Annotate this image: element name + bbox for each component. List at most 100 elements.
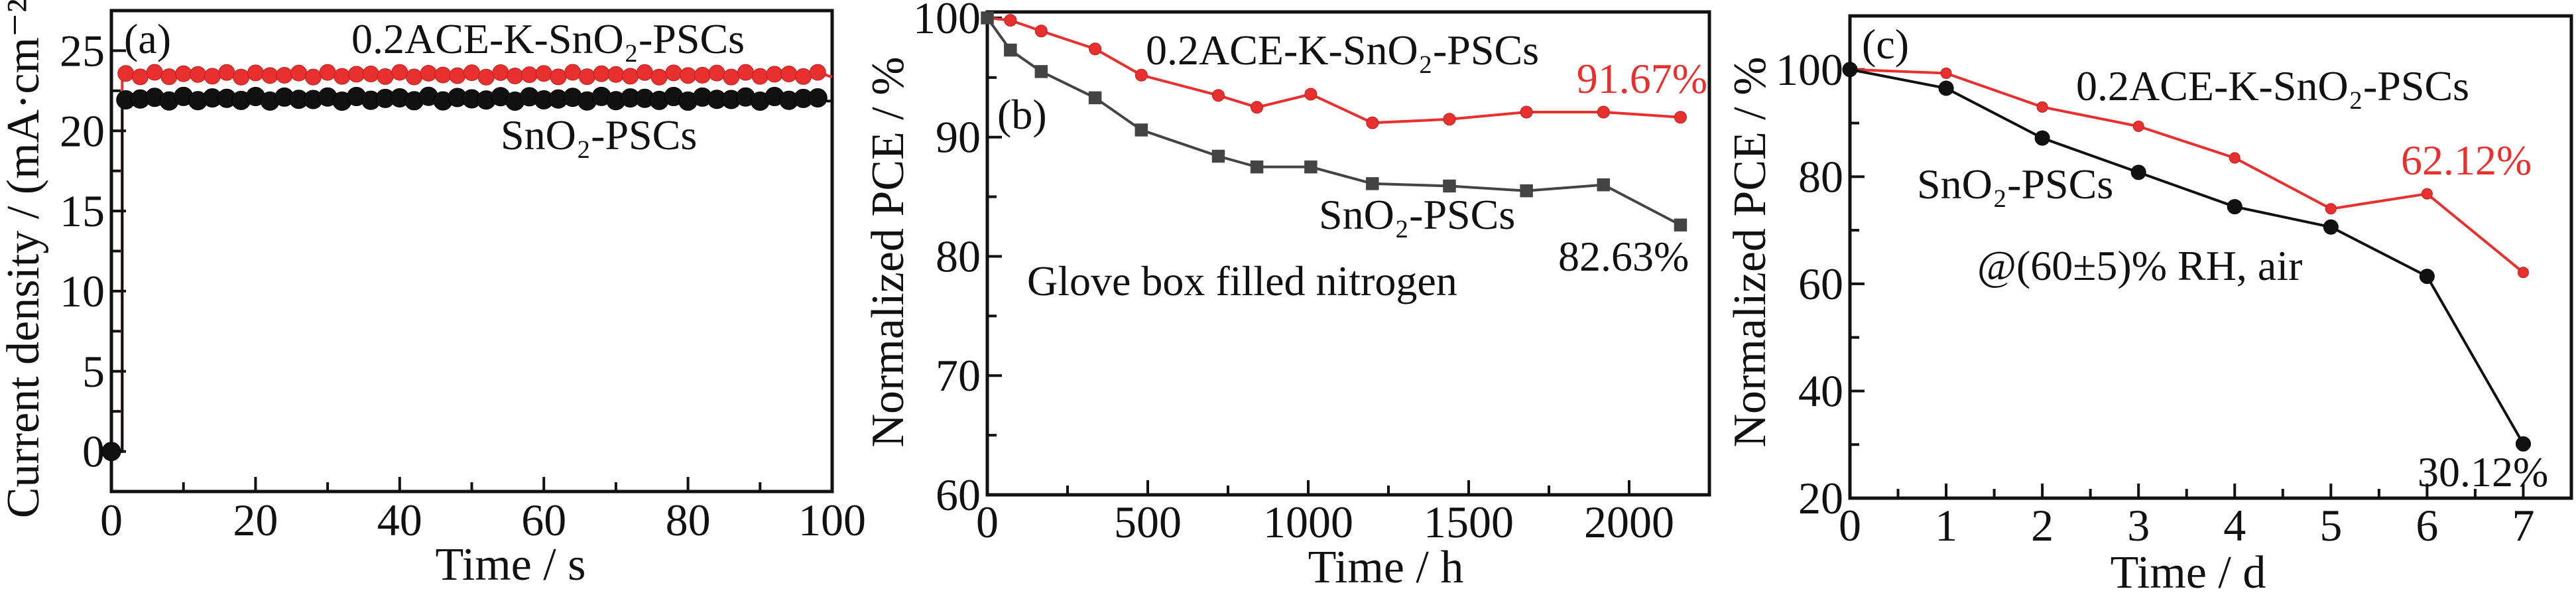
panel-a-red-series-marker bbox=[131, 68, 149, 86]
panel-c-black-series-line bbox=[1849, 68, 2525, 445]
panel-c-red-series-marker bbox=[2036, 101, 2048, 113]
panel-a-x-tick-label: 20 bbox=[233, 495, 278, 545]
panel-b-red-series-marker bbox=[1135, 68, 1148, 82]
panel-a-red-series-marker bbox=[449, 67, 466, 84]
panel-a-red-series-marker bbox=[766, 66, 783, 83]
panel-a-red-series-marker bbox=[521, 66, 538, 84]
panel-a-red-series-marker bbox=[434, 66, 452, 84]
panel-a-red-series-marker bbox=[319, 64, 336, 81]
panel-c-black-series-label: SnO₂-PSCs bbox=[1917, 161, 2113, 208]
panel-c-black-end-value: 30.12% bbox=[2418, 448, 2548, 495]
panel-a-red-series-marker bbox=[233, 68, 250, 86]
panel-a-red-series-marker bbox=[290, 64, 308, 82]
panel-b-y-tick-label: 70 bbox=[936, 350, 981, 401]
panel-c-red-series-marker bbox=[2421, 188, 2433, 200]
panel-a-red-series-marker bbox=[261, 67, 278, 84]
panel-c-black-series-marker bbox=[2034, 130, 2050, 146]
panel-c-y-tick-label: 20 bbox=[1798, 473, 1843, 523]
panel-c-y-axis-title: Normalized PCE / % bbox=[1725, 56, 1776, 447]
panel-b-plot-frame bbox=[985, 10, 1711, 497]
panel-a-red-series-marker bbox=[708, 64, 725, 82]
panel-c-label: (c) bbox=[1862, 21, 1909, 68]
panel-b-black-series-marker bbox=[1250, 160, 1264, 174]
panel-b-y-tick-label: 90 bbox=[936, 112, 981, 163]
panel-b-black-series-marker bbox=[1443, 179, 1456, 193]
panel-b-y-axis-title: Normalized PCE / % bbox=[863, 56, 914, 447]
panel-a-y-tick-label: 15 bbox=[60, 186, 105, 236]
panel-c-black-series-marker bbox=[1842, 62, 1858, 78]
panel-b-black-series-marker bbox=[1520, 184, 1533, 198]
panel-c-black-series-marker bbox=[2419, 269, 2435, 285]
panel-a-red-series-marker bbox=[204, 68, 221, 85]
panel-a-y-tick-label: 5 bbox=[82, 346, 105, 397]
panel-b-x-tick-label: 0 bbox=[976, 497, 999, 547]
panel-a-red-series-marker bbox=[680, 67, 697, 84]
panel-c-x-axis-title: Time / d bbox=[2111, 547, 2266, 593]
panel-c-red-series-line bbox=[1849, 68, 2524, 274]
panel-a-red-series-marker bbox=[607, 66, 625, 83]
panel-a-red-series-marker bbox=[377, 68, 394, 85]
panel-b-black-series-marker bbox=[1034, 65, 1048, 78]
panel-a-red-series-marker bbox=[507, 68, 524, 85]
panel-b-black-series-marker bbox=[1004, 43, 1017, 57]
panel-c-x-tick-label: 0 bbox=[1839, 500, 1861, 551]
panel-a-red-series-line bbox=[111, 71, 833, 453]
panel-c-x-tick-label: 5 bbox=[2319, 500, 2342, 551]
panel-b-x-tick-label: 1500 bbox=[1424, 497, 1514, 547]
panel-a-red-series-marker bbox=[795, 68, 812, 85]
panel-a-plot-frame bbox=[109, 9, 834, 494]
panel-c-x-tick-label: 6 bbox=[2416, 500, 2438, 551]
panel-a-black-series-marker bbox=[101, 442, 121, 462]
panel-c-x-tick-label: 1 bbox=[1935, 500, 1957, 551]
panel-a-label: (a) bbox=[124, 15, 171, 62]
panel-b-black-series-marker bbox=[1597, 178, 1611, 192]
panel-a-red-series-marker bbox=[650, 68, 668, 86]
panel-a-red-series-marker bbox=[492, 64, 509, 81]
panel-a-x-axis-title: Time / s bbox=[436, 539, 586, 590]
panel-b-red-series-marker bbox=[1597, 105, 1610, 119]
panel-a-black-series-marker bbox=[808, 88, 828, 107]
panel-a-y-axis-title: Current density / (mA·cm⁻²) bbox=[0, 0, 49, 518]
panel-c-red-series-marker bbox=[2229, 152, 2240, 164]
panel-a-red-series-marker bbox=[723, 68, 740, 86]
panel-a-red-series-marker bbox=[304, 68, 322, 86]
panel-b-y-tick-label: 80 bbox=[936, 231, 981, 281]
panel-a-red-series-marker bbox=[809, 64, 826, 81]
panel-b-y-tick-label: 60 bbox=[936, 470, 981, 520]
panel-a-red-series-marker bbox=[550, 68, 567, 86]
panel-b-black-series-marker bbox=[1674, 218, 1687, 231]
panel-a-red-series-marker bbox=[160, 68, 178, 86]
panel-b-black-series-marker bbox=[981, 11, 994, 25]
panel-a-red-series-marker bbox=[247, 64, 264, 82]
panel-a-red-series-marker bbox=[477, 68, 495, 86]
panel-c-red-series-marker bbox=[2132, 120, 2144, 132]
panel-b-black-series-marker bbox=[1088, 91, 1102, 105]
panel-b-black-end-value: 82.63% bbox=[1558, 233, 1689, 280]
panel-c-black-series-marker bbox=[1938, 80, 1954, 96]
panel-c-condition: @(60±5)% RH, air bbox=[1977, 242, 2302, 289]
panel-a-y-tick-label: 0 bbox=[82, 427, 105, 477]
panel-a-red-series-marker bbox=[146, 64, 163, 81]
panel-b-red-series-marker bbox=[1304, 88, 1318, 101]
panel-c-x-tick-label: 3 bbox=[2127, 500, 2150, 551]
panel-a-red-series-marker bbox=[694, 66, 711, 84]
panel-a-red-series-marker bbox=[175, 65, 192, 82]
panel-b-y-tick-label: 100 bbox=[913, 0, 981, 43]
panel-b-red-series-marker bbox=[1366, 116, 1379, 129]
panel-c-y-tick-label: 40 bbox=[1798, 365, 1843, 416]
panel-a-red-series-marker bbox=[218, 64, 235, 81]
panel-b-red-series-marker bbox=[1251, 101, 1264, 114]
panel-c-y-tick-label: 100 bbox=[1776, 44, 1843, 95]
panel-a-red-series-marker bbox=[276, 66, 293, 84]
panel-b-x-tick-label: 1000 bbox=[1263, 497, 1353, 547]
panel-c-y-tick-label: 60 bbox=[1798, 259, 1843, 309]
panel-a-red-series-marker bbox=[348, 66, 365, 83]
panel-c-red-end-value: 62.12% bbox=[2401, 137, 2532, 184]
panel-a-red-series-marker bbox=[391, 64, 408, 81]
panel-a-red-series-marker bbox=[737, 64, 755, 81]
panel-b-red-series-marker bbox=[1211, 89, 1225, 102]
panel-b-black-series-marker bbox=[1366, 177, 1379, 190]
panel-a-black-series-line bbox=[111, 95, 833, 453]
panel-a-x-tick-label: 100 bbox=[798, 495, 866, 545]
